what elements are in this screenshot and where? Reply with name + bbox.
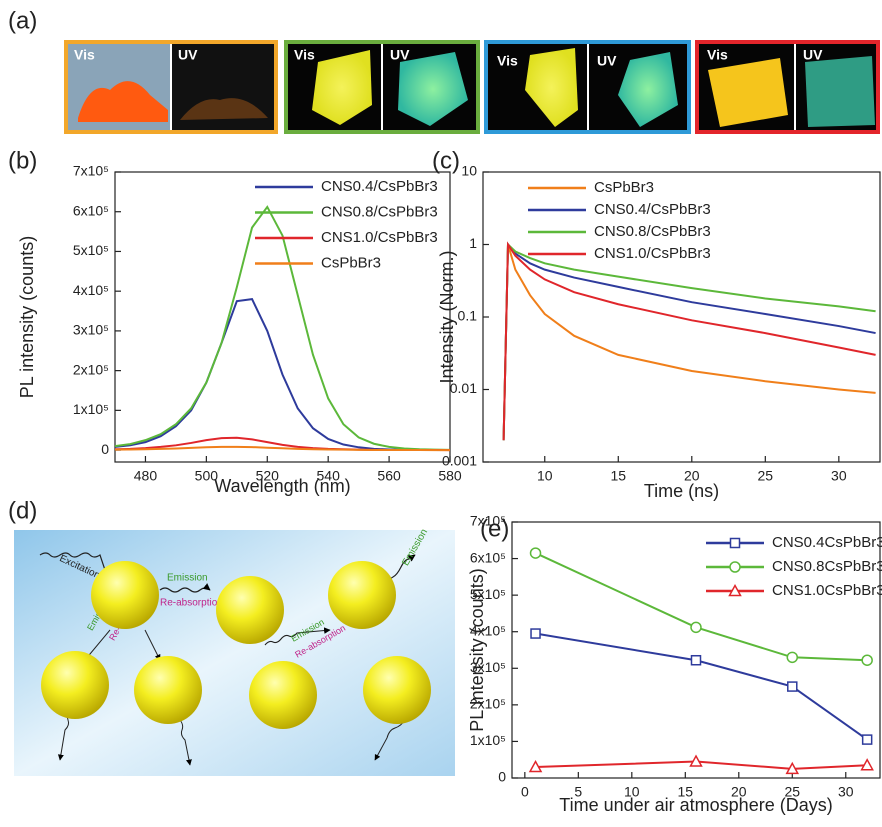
marker: [691, 622, 701, 632]
y-tick-label: 6x10⁵: [73, 202, 109, 218]
legend-label: CNS0.8CsPbBr3: [772, 558, 882, 575]
y-tick-label: 7x10⁵: [470, 513, 506, 529]
y-tick-label: 4x10⁵: [73, 282, 109, 298]
figure: (a) Vis UV Vis UV Vis UV Vis UV (d): [0, 0, 882, 827]
y-tick-label: 1: [469, 235, 477, 251]
y-tick-label: 5x10⁵: [73, 242, 109, 258]
y-tick-label: 0: [101, 441, 109, 457]
legend-marker: [730, 562, 740, 572]
legend-marker: [731, 539, 740, 548]
marker: [787, 652, 797, 662]
panel-label: (a): [8, 7, 37, 34]
legend-label: CNS0.4/CsPbBr3: [594, 201, 711, 218]
marker: [863, 735, 872, 744]
panel-label: (c): [432, 147, 460, 174]
y-axis-label: Intensity (Norm.): [437, 250, 457, 383]
marker: [531, 629, 540, 638]
marker: [788, 682, 797, 691]
marker: [692, 656, 701, 665]
x-axis-label: Time (ns): [644, 481, 719, 501]
marker: [531, 548, 541, 558]
legend-label: CNS1.0/CsPbBr3: [321, 229, 438, 246]
x-tick-label: 15: [610, 468, 626, 484]
legend-label: CNS0.8/CsPbBr3: [321, 203, 438, 220]
x-tick-label: 30: [831, 468, 847, 484]
photo-blue: Vis UV: [486, 42, 689, 132]
y-tick-label: 3x10⁵: [73, 322, 109, 338]
legend-label: CNS0.4CsPbBr3: [772, 534, 882, 551]
legend-label: CsPbBr3: [321, 254, 381, 271]
x-tick-label: 580: [438, 468, 462, 484]
y-tick-label: 6x10⁵: [470, 549, 506, 565]
series-line: [504, 245, 876, 441]
legend-label: CNS0.8/CsPbBr3: [594, 223, 711, 240]
y-tick-label: 0: [498, 769, 506, 785]
photo-label: Vis: [707, 47, 728, 63]
y-tick-label: 7x10⁵: [73, 163, 109, 179]
x-tick-label: 0: [521, 784, 529, 800]
x-axis-label: Wavelength (nm): [214, 476, 350, 496]
photo-label: UV: [178, 47, 198, 63]
y-axis-label: PL intensity (counts): [17, 236, 37, 398]
x-tick-label: 480: [134, 468, 158, 484]
marker: [862, 655, 872, 665]
x-tick-label: 25: [758, 468, 774, 484]
x-tick-label: 30: [838, 784, 854, 800]
y-tick-label: 0.1: [458, 308, 478, 324]
diagram: Excitation Emission Re-absorption Emissi…: [14, 527, 455, 776]
x-tick-label: 560: [377, 468, 401, 484]
photo-label: UV: [597, 53, 617, 69]
photo-red: Vis UV: [697, 42, 878, 132]
emission-label: Emission: [167, 573, 208, 584]
legend-label: CNS0.4/CsPbBr3: [321, 178, 438, 195]
y-tick-label: 1x10⁵: [470, 732, 506, 748]
y-axis-label: PL Intensity (counts): [467, 568, 487, 731]
reabsorption-label: Re-absorption: [160, 598, 223, 609]
y-tick-label: 0.001: [442, 453, 477, 469]
y-tick-label: 10: [461, 163, 477, 179]
photo-green: Vis UV: [286, 42, 478, 132]
legend-label: CsPbBr3: [594, 179, 654, 196]
panel-label: (b): [8, 147, 37, 174]
photo-label: Vis: [74, 47, 95, 63]
legend-label: CNS1.0CsPbBr3: [772, 582, 882, 599]
x-axis-label: Time under air atmosphere (Days): [559, 795, 832, 815]
series-line: [115, 299, 450, 450]
series-line: [536, 634, 868, 740]
x-tick-label: 10: [537, 468, 553, 484]
photo-label: UV: [803, 47, 823, 63]
photo-label: Vis: [294, 47, 315, 63]
photo-label: UV: [390, 47, 410, 63]
y-tick-label: 2x10⁵: [73, 361, 109, 377]
photo-label: Vis: [497, 53, 518, 69]
photo-orange: Vis UV: [66, 42, 276, 132]
y-tick-label: 1x10⁵: [73, 401, 109, 417]
panel-label: (d): [8, 497, 37, 524]
legend-label: CNS1.0/CsPbBr3: [594, 245, 711, 262]
